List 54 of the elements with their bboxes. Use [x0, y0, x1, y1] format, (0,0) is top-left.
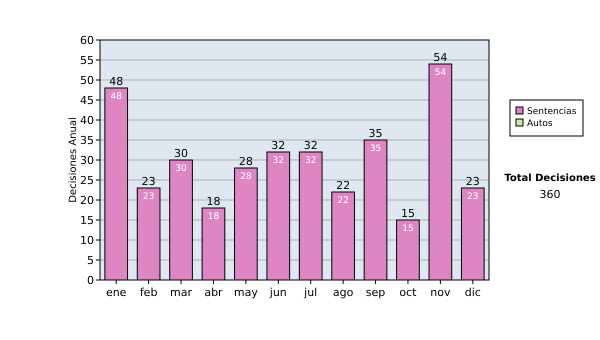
total-label: 48: [109, 75, 124, 88]
data-label: 32: [272, 156, 284, 166]
x-tick-label: abr: [204, 286, 224, 299]
text: 360: [540, 188, 560, 201]
x-tick-label: jul: [303, 286, 318, 299]
y-tick-label: 40: [80, 114, 94, 127]
x-tick-label: sep: [366, 286, 386, 299]
y-tick-label: 0: [87, 274, 94, 287]
total-label: 28: [238, 155, 253, 168]
x-tick-label: may: [234, 286, 258, 299]
total-label: 30: [174, 147, 188, 160]
legend-label: Autos: [527, 119, 553, 129]
total-label: 18: [206, 195, 220, 208]
total-label: 35: [368, 127, 383, 140]
total-label: 22: [336, 179, 350, 192]
y-tick-label: 30: [80, 154, 94, 167]
x-tick-label: oct: [399, 286, 418, 299]
total-label: 23: [466, 175, 480, 188]
data-label: 22: [337, 196, 349, 206]
y-tick-label: 5: [87, 254, 94, 267]
total-label: 54: [433, 51, 448, 64]
y-tick-label: 50: [80, 74, 94, 87]
y-tick-label: 55: [80, 54, 94, 67]
legend-label: Sentencias: [527, 107, 577, 117]
data-label: 23: [467, 192, 479, 202]
x-tick-label: dic: [464, 286, 481, 299]
x-tick-label: mar: [170, 286, 193, 299]
y-tick-label: 60: [80, 34, 94, 47]
x-tick-label: jun: [268, 286, 287, 299]
y-tick-label: 35: [80, 134, 94, 147]
data-label: 32: [304, 156, 316, 166]
data-label: 35: [370, 144, 382, 154]
x-tick-label: feb: [140, 286, 158, 299]
data-label: 15: [402, 224, 414, 234]
y-tick-label: 15: [80, 214, 94, 227]
total-label: 23: [142, 175, 156, 188]
y-tick-label: 25: [80, 174, 94, 187]
data-label: 48: [110, 92, 122, 102]
y-tick-label: 10: [80, 234, 94, 247]
data-label: 23: [142, 192, 154, 202]
x-tick-label: ene: [106, 286, 127, 299]
y-tick-label: 45: [80, 94, 94, 107]
data-label: 30: [175, 164, 188, 174]
total-label: 15: [400, 207, 415, 220]
x-tick-label: ago: [332, 286, 354, 299]
data-label: 18: [208, 212, 220, 222]
y-tick-label: 20: [80, 194, 94, 207]
x-tick-label: nov: [430, 286, 451, 299]
data-label: 28: [240, 172, 252, 182]
total-label: 32: [271, 139, 286, 152]
total-label: 32: [304, 139, 318, 152]
data-label: 54: [434, 68, 446, 78]
text: Total Decisiones: [504, 173, 596, 184]
y-axis-title: Decisiones Anual: [68, 117, 79, 203]
